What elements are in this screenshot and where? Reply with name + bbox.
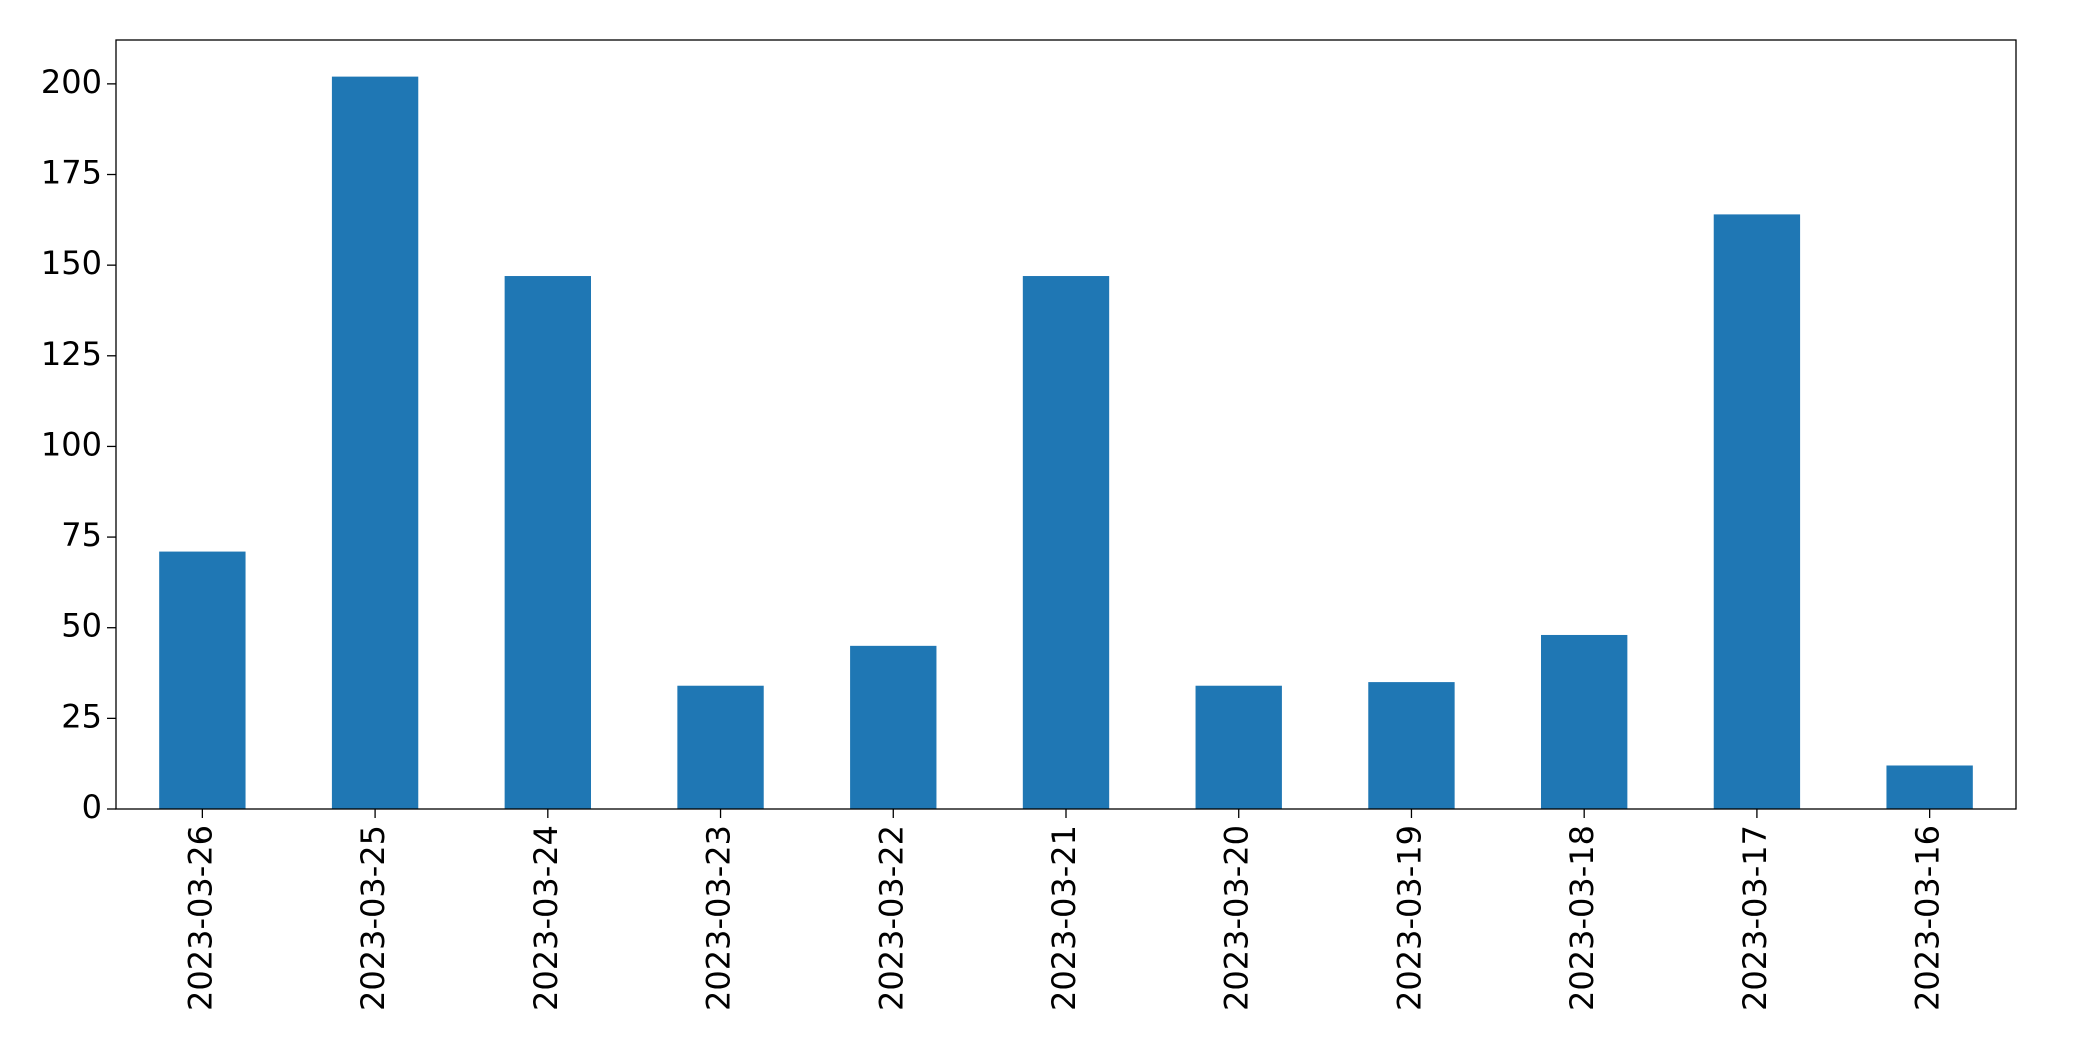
bar bbox=[1195, 685, 1282, 809]
y-tick-label: 25 bbox=[61, 697, 102, 735]
x-tick-label: 2023-03-19 bbox=[1390, 825, 1428, 1011]
plot-frame bbox=[115, 39, 2017, 810]
y-tick-label: 75 bbox=[61, 516, 102, 554]
bar bbox=[1022, 276, 1110, 810]
x-tick-label: 2023-03-22 bbox=[872, 825, 910, 1011]
y-tick-label: 100 bbox=[41, 425, 102, 463]
bar bbox=[159, 551, 246, 809]
x-tick-label: 2023-03-21 bbox=[1045, 825, 1083, 1011]
y-tick-label: 125 bbox=[41, 335, 102, 373]
x-tick-label: 2023-03-25 bbox=[354, 825, 392, 1011]
y-tick-label: 175 bbox=[41, 154, 102, 192]
x-tick-label: 2023-03-20 bbox=[1218, 825, 1256, 1011]
x-tick-label: 2023-03-26 bbox=[181, 825, 219, 1011]
bar bbox=[1368, 682, 1455, 809]
bar bbox=[331, 76, 419, 810]
y-tick-label: 50 bbox=[61, 607, 102, 645]
bar bbox=[1541, 634, 1628, 809]
x-tick-label: 2023-03-23 bbox=[700, 825, 738, 1011]
bar bbox=[677, 685, 764, 809]
bar bbox=[850, 645, 937, 809]
x-tick-label: 2023-03-17 bbox=[1736, 825, 1774, 1011]
y-tick-label: 0 bbox=[82, 788, 102, 826]
x-tick-label: 2023-03-24 bbox=[527, 825, 565, 1011]
x-tick-label: 2023-03-16 bbox=[1909, 825, 1947, 1011]
x-tick-label: 2023-03-18 bbox=[1563, 825, 1601, 1011]
y-tick-label: 150 bbox=[41, 244, 102, 282]
bar bbox=[504, 276, 591, 810]
bar bbox=[1713, 214, 1801, 809]
bar bbox=[1886, 765, 1973, 809]
y-tick-label: 200 bbox=[41, 63, 102, 101]
